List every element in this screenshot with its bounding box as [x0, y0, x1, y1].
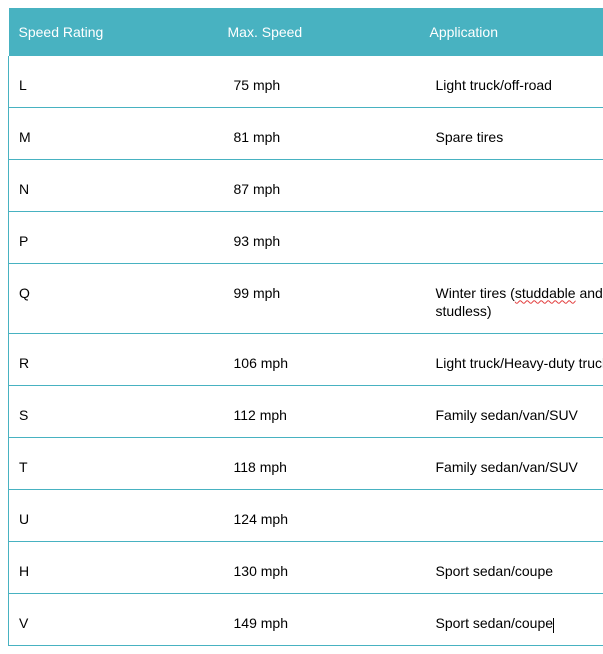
cell-speed: 112 mph: [224, 386, 426, 438]
cell-application: Family sedan/van/SUV: [426, 438, 603, 490]
cell-rating: V: [9, 593, 224, 645]
cell-speed: 75 mph: [224, 56, 426, 107]
cell-speed: 124 mph: [224, 490, 426, 542]
cell-rating: M: [9, 107, 224, 159]
table-row: Q99 mphWinter tires (studdable and studl…: [9, 263, 603, 334]
table-row: M81 mphSpare tires: [9, 107, 603, 159]
cell-rating: P: [9, 211, 224, 263]
table-row: U124 mph: [9, 490, 603, 542]
cell-rating: Q: [9, 263, 224, 334]
cell-rating: U: [9, 490, 224, 542]
cell-rating: H: [9, 541, 224, 593]
table-row: R106 mphLight truck/Heavy-duty truck: [9, 334, 603, 386]
cell-application: Sport sedan/coupe: [426, 541, 603, 593]
cell-application: Sport sedan/coupe: [426, 593, 603, 645]
cell-speed: 130 mph: [224, 541, 426, 593]
table-header: Speed Rating Max. Speed Application: [9, 8, 603, 56]
table-header-row: Speed Rating Max. Speed Application: [9, 8, 603, 56]
cell-rating: R: [9, 334, 224, 386]
cell-rating: N: [9, 159, 224, 211]
cell-speed: 93 mph: [224, 211, 426, 263]
cell-rating: L: [9, 56, 224, 107]
cell-application: [426, 159, 603, 211]
cell-speed: 149 mph: [224, 593, 426, 645]
cell-application: [426, 490, 603, 542]
speed-rating-table: Speed Rating Max. Speed Application L75 …: [8, 8, 603, 646]
cell-application: Spare tires: [426, 107, 603, 159]
table-row: S112 mphFamily sedan/van/SUV: [9, 386, 603, 438]
table-row: T118 mphFamily sedan/van/SUV: [9, 438, 603, 490]
table-row: P93 mph: [9, 211, 603, 263]
cell-speed: 118 mph: [224, 438, 426, 490]
cell-application: Light truck/off-road: [426, 56, 603, 107]
cell-application: Light truck/Heavy-duty truck: [426, 334, 603, 386]
cell-speed: 81 mph: [224, 107, 426, 159]
cell-application: [426, 211, 603, 263]
cell-application: Family sedan/van/SUV: [426, 386, 603, 438]
table-row: N87 mph: [9, 159, 603, 211]
table-body: L75 mphLight truck/off-roadM81 mphSpare …: [9, 56, 603, 645]
column-header-rating: Speed Rating: [9, 8, 224, 56]
cell-rating: T: [9, 438, 224, 490]
cell-application: Winter tires (studdable and studless): [426, 263, 603, 334]
table-row: H130 mphSport sedan/coupe: [9, 541, 603, 593]
table-row: L75 mphLight truck/off-road: [9, 56, 603, 107]
cell-rating: S: [9, 386, 224, 438]
spellcheck-word: studdable: [515, 285, 576, 301]
cell-speed: 87 mph: [224, 159, 426, 211]
cell-speed: 106 mph: [224, 334, 426, 386]
text-cursor: [553, 618, 554, 633]
table-row: V149 mphSport sedan/coupe: [9, 593, 603, 645]
column-header-speed: Max. Speed: [224, 8, 426, 56]
column-header-application: Application: [426, 8, 603, 56]
cell-speed: 99 mph: [224, 263, 426, 334]
